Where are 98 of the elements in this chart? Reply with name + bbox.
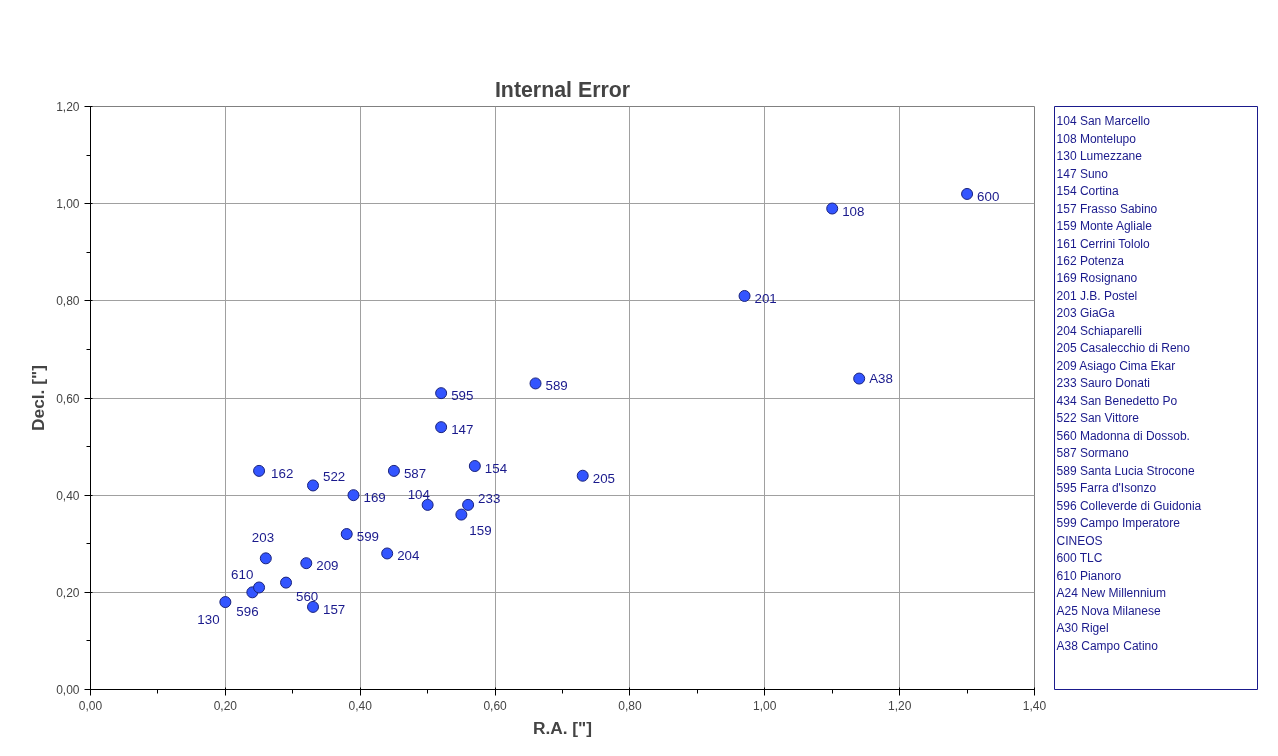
annotation: A38 [869,370,893,386]
x-tick-label: 0,20 [213,698,238,713]
annotation: 209 [316,558,339,574]
annotation: 157 [323,601,346,617]
text: 157 Frasso Sabino [1056,201,1158,216]
text: 589 Santa Lucia Strocone [1056,463,1195,478]
text: 596 Colleverde di Guidonia [1056,498,1202,513]
text: 204 Schiaparelli [1056,323,1142,338]
y-tick-label: 0,60 [56,391,80,406]
annotation: 205 [592,470,615,486]
x-tick-label: 0,00 [78,698,103,713]
annotation: 560 [296,588,319,604]
text: 560 Madonna di Dossob. [1056,428,1190,443]
annotation: 589 [545,378,568,394]
text: 522 San Vittore [1056,411,1140,426]
annotation: 154 [484,461,508,477]
point [307,600,320,613]
text: 201 J.B. Postel [1056,288,1138,303]
point [468,460,481,473]
text: A38 Campo Catino [1056,638,1159,653]
text: 205 Casalecchio di Reno [1056,341,1191,356]
annotation: 599 [356,529,379,545]
annotation: 130 [197,612,220,628]
point [219,596,232,609]
annotation: 522 [323,469,346,485]
text: 169 Rosignano [1056,271,1138,286]
x-tick-label: 0,40 [348,698,373,713]
text: 130 Lumezzane [1056,149,1143,164]
point [307,479,320,492]
x-axis-title: R.A. ["] [532,717,593,738]
annotation: 204 [397,548,421,564]
x-tick-label: 1,00 [753,698,777,713]
text: A24 New Millennium [1056,586,1166,601]
text: CINEOS [1056,533,1103,548]
annotation: 169 [363,490,386,506]
text: 233 Sauro Donati [1056,376,1150,391]
y-tick-label: 0,40 [56,488,80,503]
y-tick-label: 1,20 [56,100,80,114]
x-tick-label: 0,80 [618,698,642,713]
annotation: 108 [842,203,865,219]
annotation: 104 [407,486,431,502]
point [300,557,313,570]
y-tick-label: 0,80 [56,294,80,309]
annotation: 233 [478,490,501,506]
point [259,552,272,565]
point [738,289,751,302]
x-tick-label: 1,20 [887,698,912,713]
text: 600 TLC [1056,551,1103,566]
point [961,187,974,200]
point [826,202,839,215]
point [340,528,353,541]
point [253,464,266,477]
x-tick-label: 0,60 [483,698,508,713]
point [462,498,475,511]
point [853,372,866,385]
annotation: 587 [403,465,427,481]
text: 587 Sormano [1056,446,1129,461]
text: 203 GiaGa [1056,306,1115,321]
point [421,498,434,511]
text: 610 Pianoro [1056,568,1122,583]
annotation: 159 [469,522,492,538]
text: 595 Farra d'Isonzo [1056,481,1157,496]
point [455,508,468,521]
point [253,581,266,594]
y-tick-label: 0,00 [56,683,80,697]
text: 154 Cortina [1056,184,1119,199]
point [387,464,400,477]
text: 162 Potenza [1056,253,1125,268]
annotation: 610 [231,567,254,583]
annotation: 596 [236,604,259,620]
chart-title: Internal Error [494,77,631,102]
y-axis-title: Decl. ["] [28,364,49,431]
point [435,421,448,434]
text: 161 Cerrini Tololo [1056,236,1151,251]
text: 104 San Marcello [1056,114,1151,129]
text: A30 Rigel [1056,621,1109,636]
point [435,387,448,400]
text: 108 Montelupo [1056,131,1137,146]
annotation: 600 [977,188,1000,204]
annotation: 162 [271,465,294,481]
point [347,489,360,502]
text: 434 San Benedetto Po [1056,393,1178,408]
point [529,377,542,390]
point [381,547,394,560]
annotation: 201 [754,290,777,306]
annotation: 203 [251,530,275,546]
y-tick-label: 0,20 [56,585,80,600]
x-tick-label: 1,40 [1022,698,1047,713]
point [280,576,293,589]
text: 209 Asiago Cima Ekar [1056,358,1176,373]
text: 147 Suno [1056,166,1109,181]
text: 159 Monte Agliale [1056,219,1153,234]
annotation: 147 [451,422,474,438]
point [576,469,589,482]
annotation: 595 [451,388,474,404]
text: A25 Nova Milanese [1056,603,1161,618]
text: 599 Campo Imperatore [1056,516,1181,531]
y-tick-label: 1,00 [56,197,80,212]
